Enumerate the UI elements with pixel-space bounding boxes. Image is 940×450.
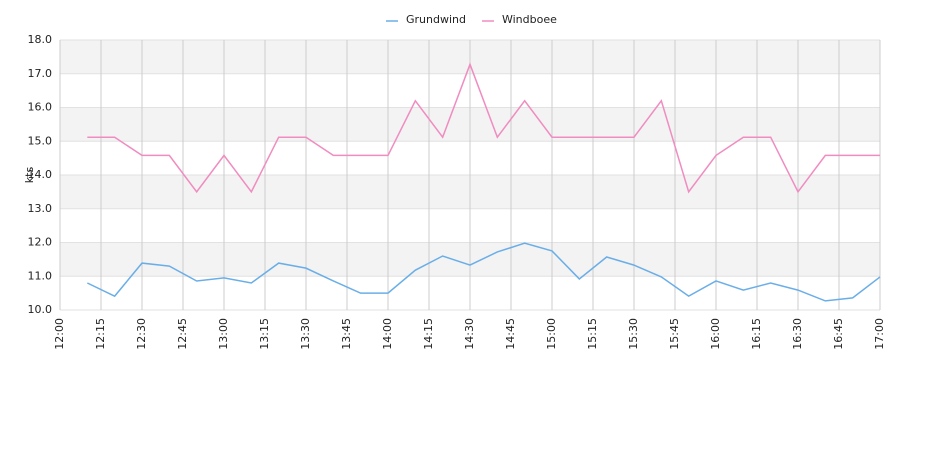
line-series [87, 242, 881, 302]
y-tick-label: 16.0 [28, 101, 53, 114]
x-tick-label: 12:15 [94, 318, 107, 350]
x-tick-label: 15:00 [545, 318, 558, 350]
x-tick-label: 13:15 [258, 318, 271, 350]
legend-label: Windboee [502, 13, 557, 26]
x-tick-label: 13:30 [299, 318, 312, 350]
x-tick-label: 12:45 [176, 318, 189, 350]
x-tick-label: 12:00 [53, 318, 66, 350]
y-tick-label: 11.0 [28, 269, 53, 282]
x-tick-label: 13:45 [340, 318, 353, 350]
y-tick-label: 10.0 [28, 303, 53, 316]
y-tick-label: 12.0 [28, 236, 53, 249]
y-axis-label: kts [23, 167, 36, 184]
legend-label: Grundwind [406, 13, 466, 26]
x-tick-label: 15:45 [668, 318, 681, 350]
x-tick-label: 16:45 [832, 318, 845, 350]
y-tick-label: 15.0 [28, 134, 53, 147]
x-tick-label: 13:00 [217, 318, 230, 350]
x-tick-label: 17:00 [873, 318, 886, 350]
x-tick-label: 15:15 [586, 318, 599, 350]
x-tick-label: 16:30 [791, 318, 804, 350]
y-tick-label: 13.0 [28, 202, 53, 215]
x-tick-label: 14:00 [381, 318, 394, 350]
x-tick-label: 16:00 [709, 318, 722, 350]
x-tick-label: 15:30 [627, 318, 640, 350]
line-series [87, 62, 880, 194]
x-tick-label: 14:30 [463, 318, 476, 350]
x-tick-label: 16:15 [750, 318, 763, 350]
x-tick-label: 12:30 [135, 318, 148, 350]
x-tick-label: 14:15 [422, 318, 435, 350]
y-tick-label: 14.0 [28, 168, 53, 181]
y-tick-label: 18.0 [28, 33, 53, 46]
y-tick-label: 17.0 [28, 67, 53, 80]
x-tick-label: 14:45 [504, 318, 517, 350]
